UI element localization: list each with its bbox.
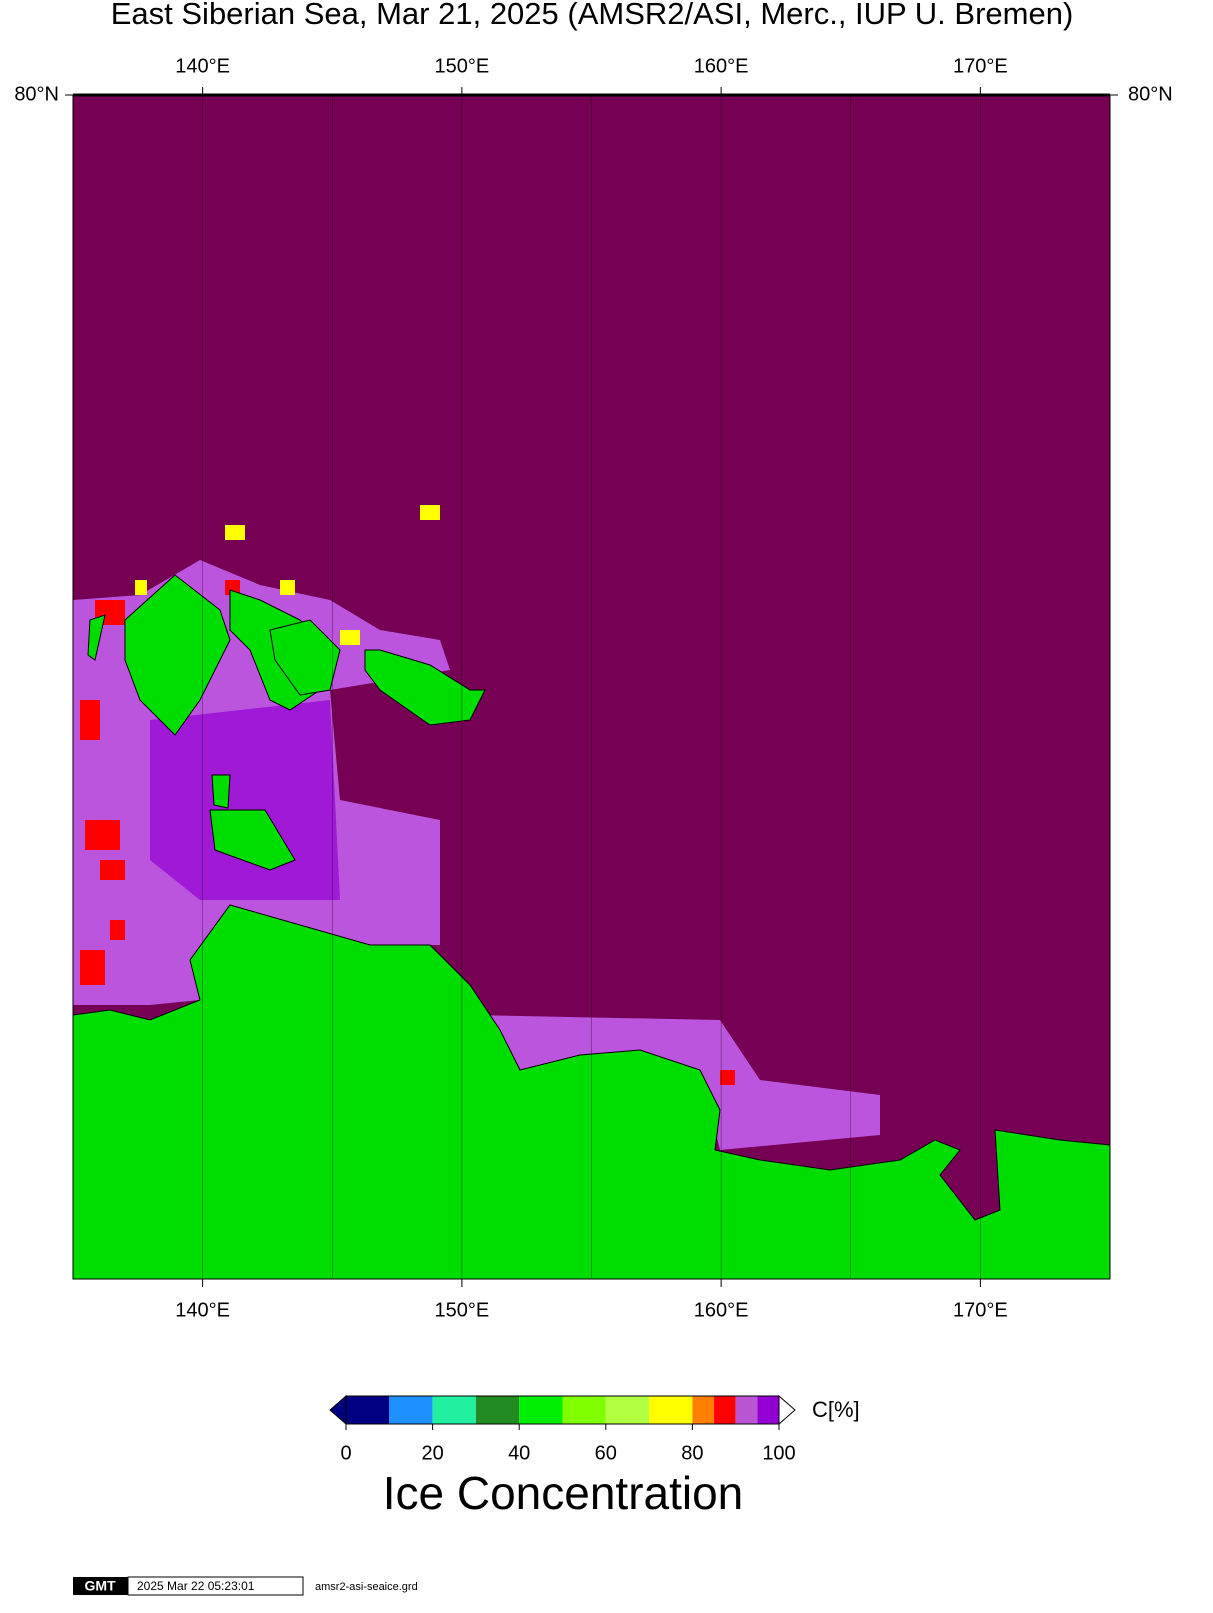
map-title: East Siberian Sea, Mar 21, 2025 (AMSR2/A…: [111, 0, 1074, 31]
x-tick-label: 160°E: [694, 55, 749, 77]
ice-patch: [470, 1015, 880, 1150]
colorbar-bin: [432, 1396, 476, 1424]
colorbar-under: [329, 1394, 347, 1426]
graticule: 140°E 140°E 150°E 150°E 160°E 160°E 170°E 170°E…: [14, 55, 1172, 1321]
x-tick-label: 170°E: [953, 1299, 1008, 1321]
colorbar-bin: [692, 1396, 715, 1424]
colorbar-tick-label: 0: [340, 1442, 351, 1464]
colorbar-bin: [346, 1396, 390, 1424]
colorbar-bin: [605, 1396, 650, 1424]
x-tick-label: 150°E: [435, 55, 490, 77]
colorbar-bin: [714, 1396, 736, 1424]
y-tick-label: 80°N: [14, 83, 59, 105]
x-tick-label: 140°E: [175, 55, 230, 77]
x-tick-label: 160°E: [694, 1299, 749, 1321]
colorbar-bin: [649, 1396, 693, 1424]
x-tick-label: 150°E: [435, 1299, 490, 1321]
ice-patch: [150, 700, 340, 900]
gmt-logo-box: [73, 1577, 128, 1595]
colorbar-bin: [757, 1396, 779, 1424]
x-tick-label: 170°E: [953, 55, 1008, 77]
y-tick-label: 80°N: [1128, 83, 1173, 105]
colorbar-frame: [345, 1395, 780, 1425]
colorbar-title: Ice Concentration: [383, 1467, 744, 1519]
colorbar: 0 20 40 60 80 100: [329, 1394, 796, 1464]
timestamp: 2025 Mar 22 05:23:01: [137, 1579, 255, 1593]
colorbar-tick-label: 100: [762, 1442, 795, 1464]
colorbar-bin: [389, 1396, 433, 1424]
ice-patch: [135, 505, 440, 645]
source-file: amsr2-asi-seaice.grd: [315, 1581, 418, 1593]
colorbar-bin: [519, 1396, 563, 1424]
x-tick-label: 140°E: [175, 1299, 230, 1321]
colorbar-tick-label: 40: [508, 1442, 530, 1464]
colorbar-over: [778, 1394, 796, 1426]
colorbar-unit: C[%]: [812, 1397, 860, 1422]
gmt-logo: GMT: [84, 1578, 116, 1594]
colorbar-tick-label: 20: [421, 1442, 443, 1464]
ice-patch: [80, 580, 735, 1085]
colorbar-tick-label: 60: [595, 1442, 617, 1464]
colorbar-bin: [735, 1396, 758, 1424]
colorbar-tick-label: 80: [681, 1442, 703, 1464]
colorbar-bin: [475, 1396, 520, 1424]
colorbar-bin: [562, 1396, 606, 1424]
timestamp-box: [127, 1576, 304, 1596]
